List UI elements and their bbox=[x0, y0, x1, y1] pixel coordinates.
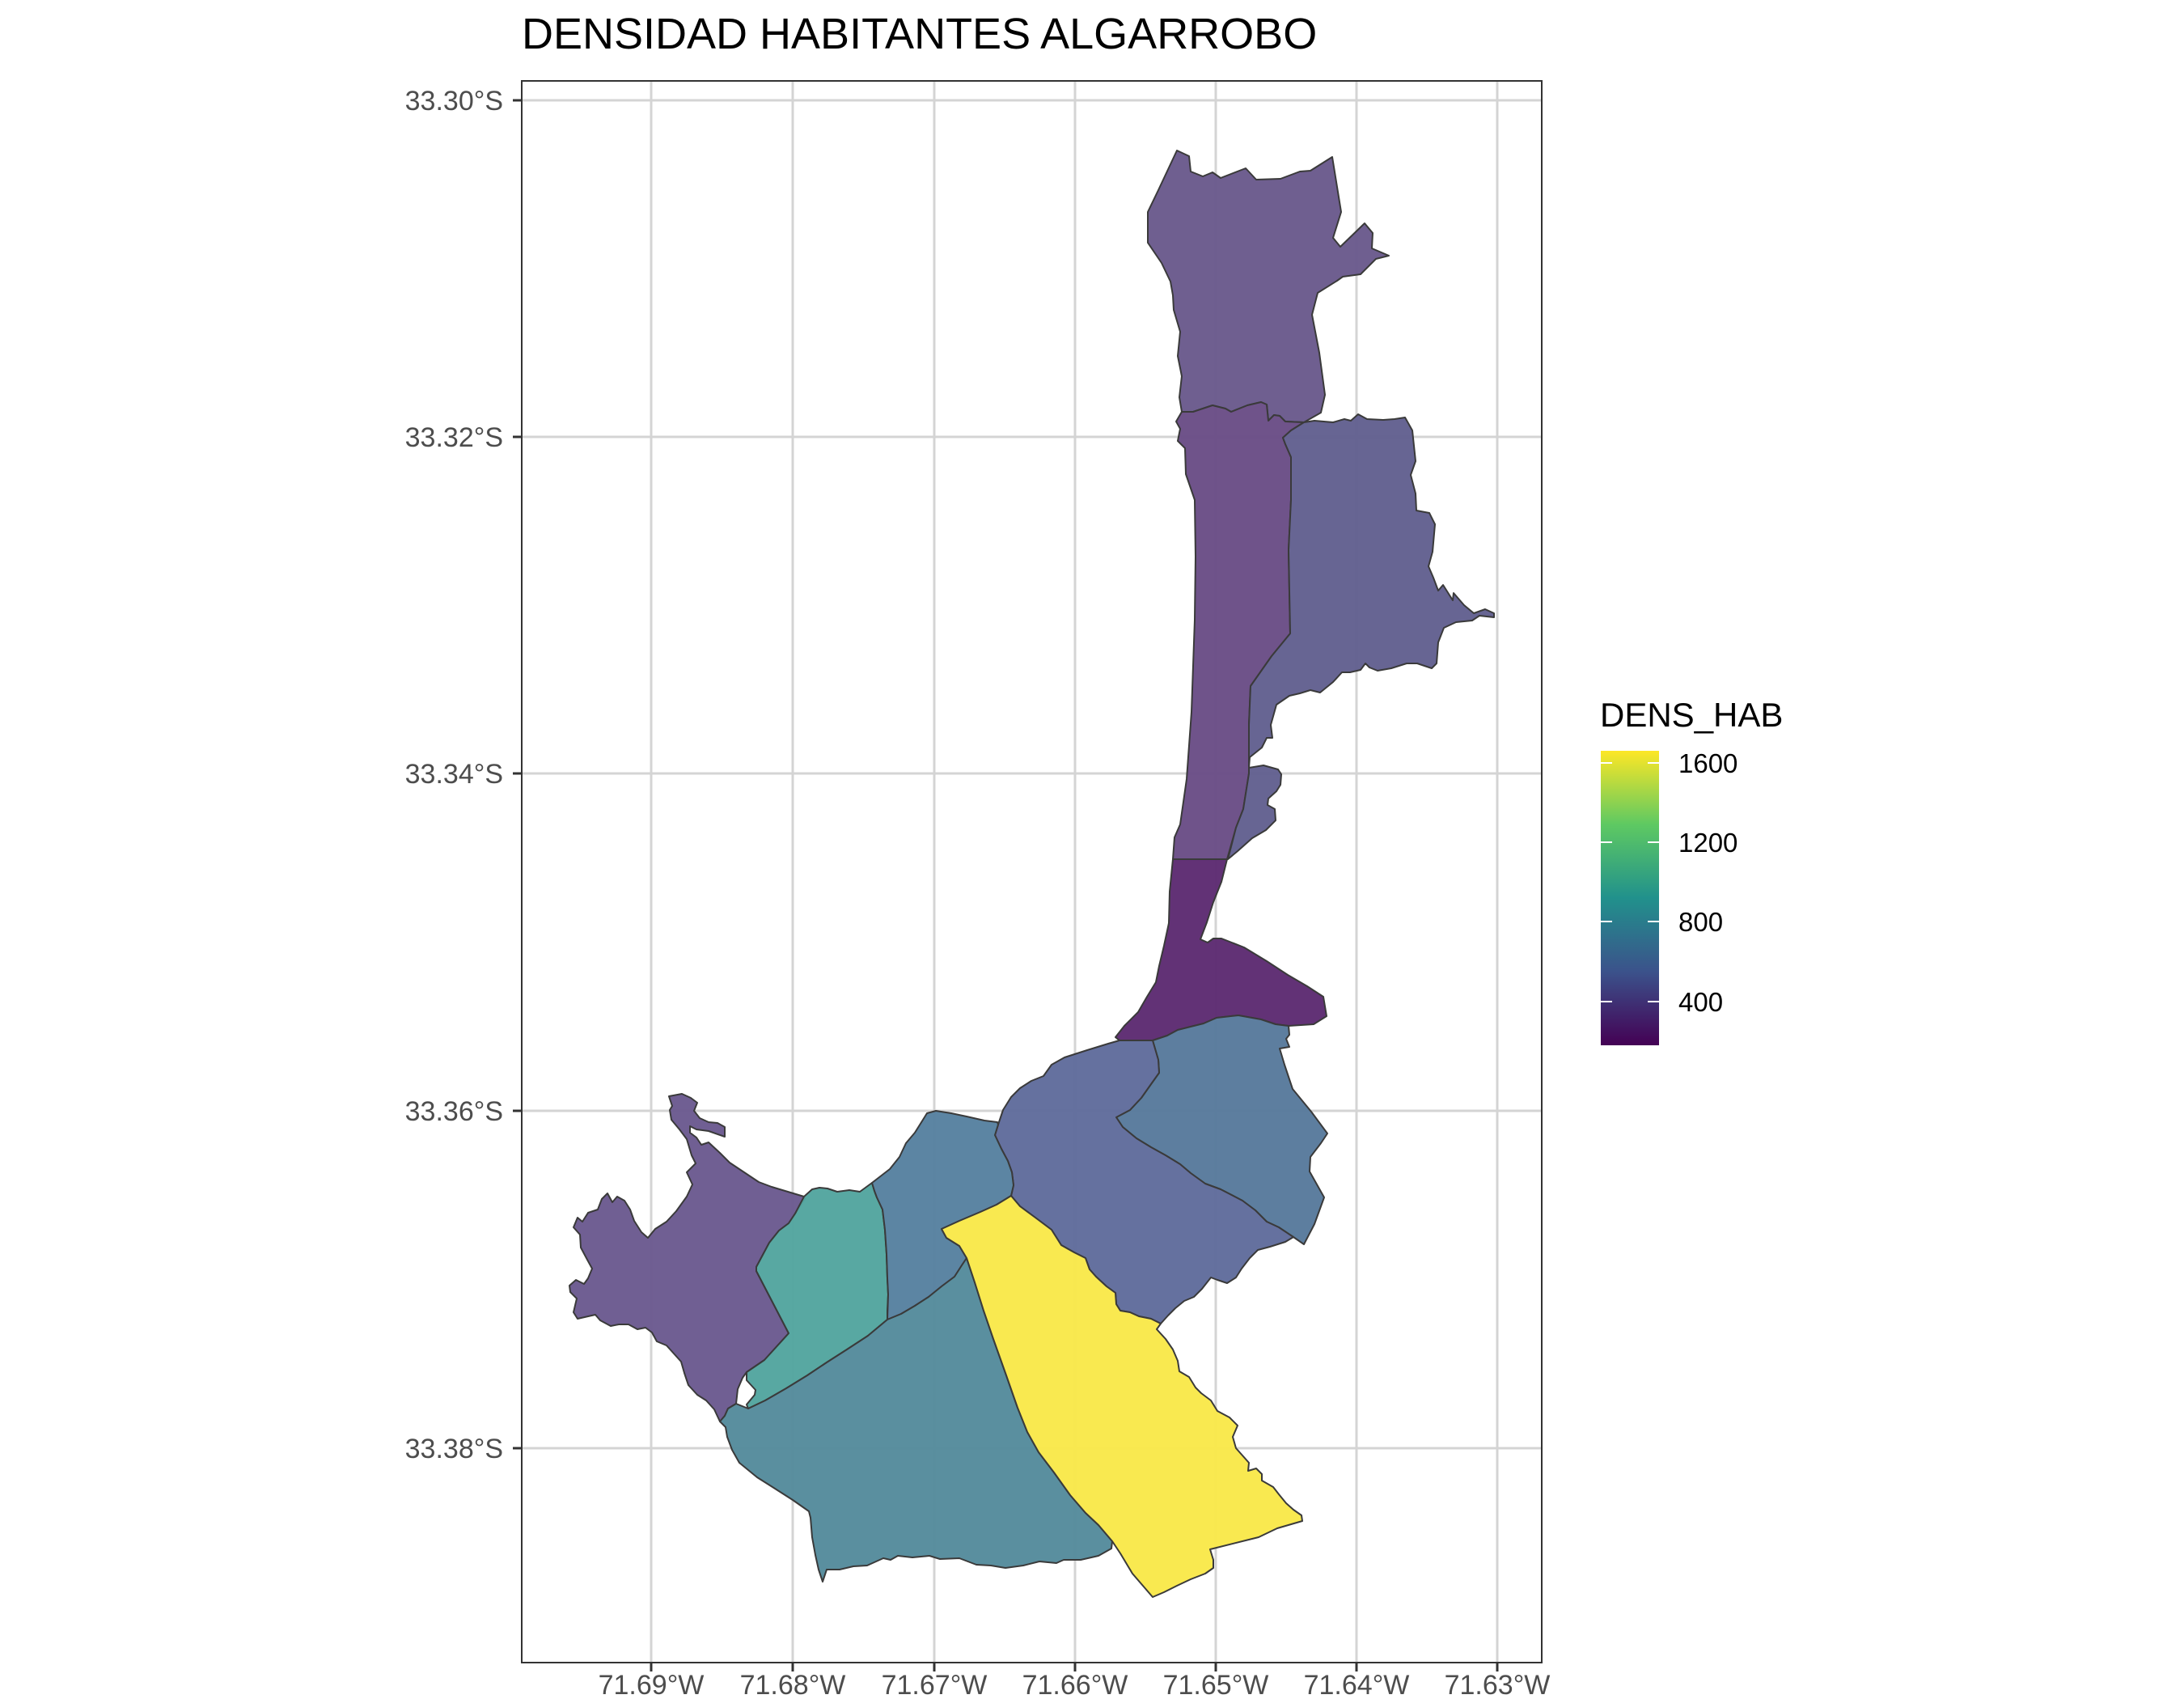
y-tick-label: 33.36°S bbox=[405, 1096, 503, 1127]
x-tick-label: 71.67°W bbox=[882, 1670, 988, 1699]
legend-title: DENS_HAB bbox=[1600, 696, 1783, 734]
x-tick-label: 71.65°W bbox=[1163, 1670, 1269, 1699]
region-southern-large bbox=[719, 1257, 1113, 1582]
y-tick-label: 33.30°S bbox=[405, 86, 503, 117]
legend-label: 800 bbox=[1678, 907, 1723, 937]
panel-border bbox=[521, 80, 1543, 1663]
legend-label: 400 bbox=[1678, 987, 1723, 1017]
legend-tick-marks bbox=[1601, 762, 1659, 1002]
y-tick-label: 33.34°S bbox=[405, 759, 503, 790]
legend: DENS_HAB 1600 1200 800 400 bbox=[1600, 696, 1783, 1045]
x-tick-label: 71.66°W bbox=[1022, 1670, 1128, 1699]
region-eastern-sector bbox=[1227, 413, 1495, 860]
map-regions bbox=[569, 150, 1495, 1598]
x-tick-label: 71.63°W bbox=[1445, 1670, 1551, 1699]
legend-label: 1600 bbox=[1678, 748, 1737, 778]
y-axis: 33.30°S 33.32°S 33.34°S 33.36°S 33.38°S bbox=[405, 86, 522, 1464]
chart-title: DENSIDAD HABITANTES ALGARROBO bbox=[522, 10, 1317, 58]
legend-label: 1200 bbox=[1678, 828, 1737, 858]
region-northern-sector bbox=[1147, 150, 1390, 423]
legend-colorbar bbox=[1601, 751, 1659, 1045]
region-south-east-high bbox=[941, 1195, 1303, 1598]
y-tick-label: 33.32°S bbox=[405, 422, 503, 453]
region-western-peninsula bbox=[569, 1093, 806, 1422]
y-tick-label: 33.38°S bbox=[405, 1434, 503, 1464]
x-axis: 71.69°W 71.68°W 71.67°W 71.66°W 71.65°W … bbox=[599, 1663, 1551, 1699]
x-tick-label: 71.64°W bbox=[1304, 1670, 1410, 1699]
x-tick-label: 71.69°W bbox=[599, 1670, 705, 1699]
x-tick-label: 71.68°W bbox=[740, 1670, 846, 1699]
